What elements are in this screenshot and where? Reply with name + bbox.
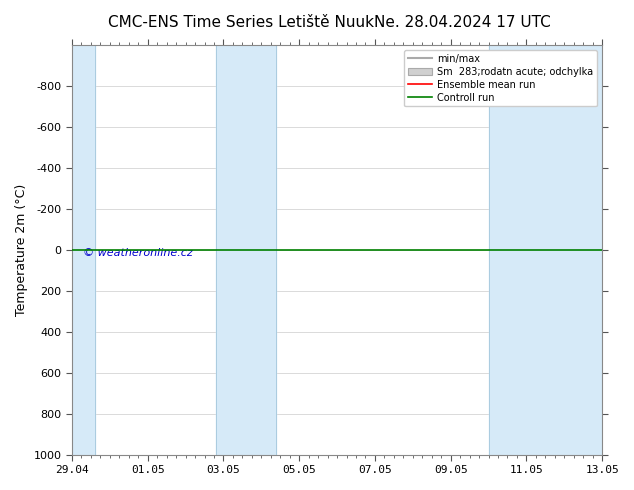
Text: © weatheronline.cz: © weatheronline.cz [82, 248, 192, 258]
Text: CMC-ENS Time Series Letiště Nuuk: CMC-ENS Time Series Letiště Nuuk [108, 15, 374, 30]
Text: Ne. 28.04.2024 17 UTC: Ne. 28.04.2024 17 UTC [375, 15, 551, 30]
Bar [72, 45, 94, 455]
Y-axis label: Temperature 2m (°C): Temperature 2m (°C) [15, 184, 28, 316]
Legend: min/max, Sm  283;rodatn acute; odchylka, Ensemble mean run, Controll run: min/max, Sm 283;rodatn acute; odchylka, … [404, 50, 597, 106]
Bar [489, 45, 602, 455]
Bar [216, 45, 276, 455]
